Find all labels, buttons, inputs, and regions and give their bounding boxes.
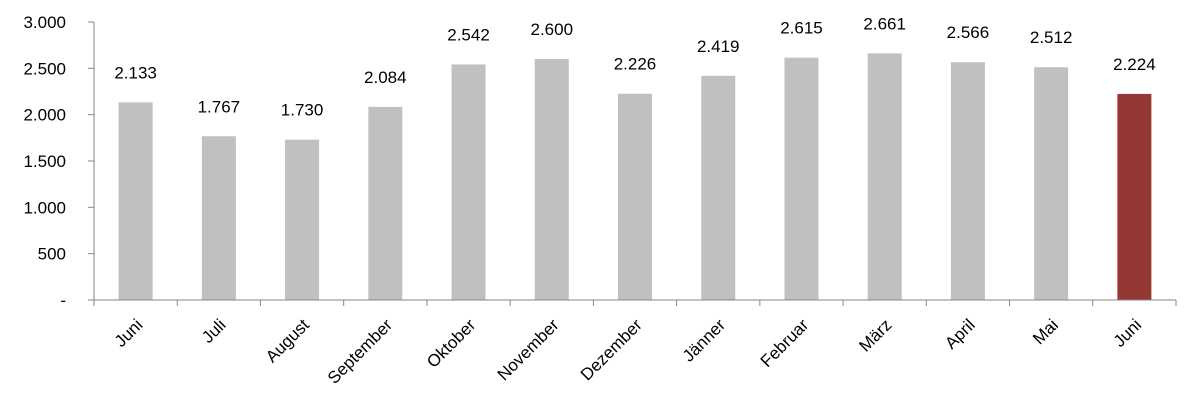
bar [534, 59, 569, 300]
bar [1117, 93, 1152, 300]
data-label: 2.226 [614, 55, 657, 74]
category-label: Juli [198, 315, 229, 346]
data-label: 2.419 [697, 37, 740, 56]
data-label: 2.224 [1113, 55, 1156, 74]
y-tick-label: 2.500 [23, 59, 66, 78]
data-label: 2.542 [447, 25, 490, 44]
data-labels: 2.133 1.767 1.730 2.084 2.542 2.600 2.226 2.419… [114, 14, 1155, 119]
y-tick-label: 1.000 [23, 198, 66, 217]
bar [618, 93, 652, 300]
category-label: Dezember [577, 315, 646, 384]
bar [950, 62, 985, 301]
data-label: 1.730 [281, 101, 324, 120]
bar [1034, 67, 1069, 300]
bar [867, 53, 902, 300]
category-label: Juni [111, 315, 146, 350]
y-axis: - 500 1.000 1.500 2.000 2.500 3.000 [23, 13, 95, 310]
data-label: 2.615 [780, 19, 823, 38]
x-axis: Juni Juli August September Oktober November De… [93, 299, 1177, 388]
category-label: November [494, 315, 563, 384]
category-label: Februar [757, 315, 813, 371]
category-label: Mai [1029, 315, 1062, 348]
y-tick-label: 2.000 [23, 106, 66, 125]
bar [285, 139, 320, 300]
y-tick-label: 500 [38, 245, 66, 264]
category-label: Jänner [679, 315, 729, 365]
bar [451, 64, 486, 300]
y-tick-label: 1.500 [23, 152, 66, 171]
data-label: 2.600 [530, 20, 573, 39]
bar [701, 75, 736, 301]
bars [118, 53, 1152, 301]
y-tick-label: - [60, 291, 66, 310]
data-label: 2.661 [863, 14, 906, 33]
data-label: 2.566 [947, 23, 990, 42]
bar [118, 102, 153, 300]
data-label: 2.512 [1030, 28, 1073, 47]
data-label: 1.767 [198, 97, 241, 116]
data-label: 2.133 [114, 63, 157, 82]
data-label: 2.084 [364, 68, 407, 87]
y-tick-label: 3.000 [23, 13, 66, 32]
category-label: August [262, 315, 313, 366]
bar [368, 106, 403, 301]
category-label: September [324, 315, 396, 387]
category-label: März [855, 315, 895, 355]
bar [784, 57, 819, 300]
bar [201, 136, 236, 300]
category-label: April [941, 315, 978, 352]
category-label: Juni [1110, 315, 1145, 350]
category-label: Oktober [423, 315, 479, 371]
